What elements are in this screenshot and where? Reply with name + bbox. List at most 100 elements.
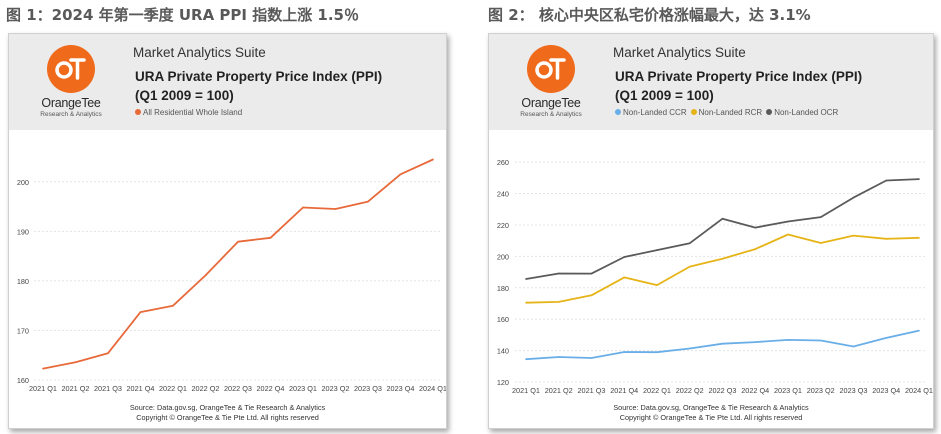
data-point[interactable] — [787, 220, 789, 223]
legend-label: Non-Landed OCR — [774, 108, 839, 117]
data-point[interactable] — [432, 158, 434, 161]
series-line[interactable] — [525, 233, 920, 304]
y-tick-label: 140 — [497, 347, 509, 356]
x-tick-label: 2024 Q1 — [905, 386, 933, 395]
data-point[interactable] — [139, 311, 142, 313]
data-point[interactable] — [754, 341, 757, 343]
x-tick-label: 2023 Q1 — [774, 386, 802, 395]
data-point[interactable] — [525, 358, 527, 361]
suite-label: Market Analytics Suite — [613, 45, 746, 60]
data-point[interactable] — [819, 242, 822, 244]
data-point[interactable] — [525, 278, 527, 280]
legend-item[interactable]: Non-Landed RCR — [690, 108, 763, 117]
x-tick-label: 2023 Q4 — [872, 386, 900, 395]
data-point[interactable] — [590, 294, 593, 297]
source-note: Source: Data.gov.sg, OrangeTee & Tie Res… — [613, 403, 809, 412]
legend-item[interactable]: All Residential Whole Island — [135, 108, 242, 117]
x-tick-label: 2023 Q1 — [289, 384, 317, 393]
data-point[interactable] — [885, 237, 888, 240]
legend-label: Non-Landed CCR — [623, 108, 687, 117]
orangetee-logo-icon — [47, 45, 95, 93]
data-point[interactable] — [656, 351, 658, 353]
data-point[interactable] — [557, 301, 560, 303]
data-point[interactable] — [172, 304, 174, 307]
chart-panel-non-landed: OrangeTee Research & Analytics Market An… — [488, 33, 934, 429]
data-point[interactable] — [367, 200, 369, 203]
data-point[interactable] — [269, 236, 272, 239]
data-point[interactable] — [656, 249, 658, 251]
data-point[interactable] — [852, 345, 855, 348]
data-point[interactable] — [688, 242, 691, 244]
y-tick-label: 240 — [497, 190, 509, 199]
copyright-note: Copyright © OrangeTee & Tie Pte Ltd. All… — [136, 413, 319, 422]
data-point[interactable] — [819, 339, 822, 342]
gridlines — [515, 161, 927, 383]
data-point[interactable] — [525, 301, 527, 304]
data-point[interactable] — [590, 357, 593, 359]
data-point[interactable] — [334, 208, 337, 210]
data-point[interactable] — [852, 234, 855, 237]
data-point[interactable] — [918, 329, 920, 332]
x-tick-label: 2022 Q2 — [192, 384, 220, 393]
chart-title-line2: (Q1 2009 = 100) — [135, 88, 234, 103]
data-point[interactable] — [918, 178, 920, 180]
chart-title-line1: URA Private Property Price Index (PPI) — [615, 69, 863, 84]
data-point[interactable] — [656, 284, 658, 286]
data-point[interactable] — [787, 233, 789, 236]
x-tick-label: 2021 Q3 — [578, 386, 606, 395]
legend-item[interactable]: Non-Landed OCR — [766, 108, 838, 117]
data-point[interactable] — [557, 356, 560, 358]
legend-item[interactable]: Non-Landed CCR — [615, 108, 687, 117]
data-point[interactable] — [688, 265, 691, 268]
x-tick-label: 2021 Q1 — [29, 384, 57, 393]
series-line[interactable] — [42, 158, 434, 370]
copyright-note: Copyright © OrangeTee & Tie Pte Ltd. All… — [619, 413, 803, 422]
data-point[interactable] — [42, 367, 44, 370]
data-point[interactable] — [721, 257, 724, 260]
chart-title: URA Private Property Price Index (PPI) (… — [135, 67, 382, 105]
x-tick-label: 2021 Q1 — [512, 386, 540, 395]
x-tick-label: 2021 Q2 — [62, 384, 90, 393]
data-point[interactable] — [885, 337, 888, 339]
data-point[interactable] — [623, 351, 626, 353]
data-point[interactable] — [754, 226, 757, 229]
data-point[interactable] — [688, 347, 691, 350]
data-point[interactable] — [819, 216, 822, 218]
data-point[interactable] — [623, 276, 626, 279]
data-point[interactable] — [885, 179, 888, 182]
line-chart-non-landed: 120 140 160 180 200 220 240 260 2021 Q1 2021 Q2 20… — [497, 158, 933, 395]
data-point[interactable] — [721, 342, 724, 345]
x-tick-label: 2022 Q1 — [159, 384, 187, 393]
data-point[interactable] — [754, 248, 757, 250]
logo-wordmark: OrangeTee — [521, 96, 581, 110]
data-point[interactable] — [74, 361, 77, 363]
series-line[interactable] — [525, 329, 920, 361]
y-tick-label: 160 — [17, 376, 29, 385]
line-chart-ppi: 160 170 180 190 200 2021 Q1 2021 Q2 2021 Q3 2021… — [17, 158, 446, 393]
data-point[interactable] — [237, 240, 239, 243]
logo-subtitle: Research & Analytics — [40, 111, 102, 118]
x-tick-label: 2021 Q2 — [545, 386, 573, 395]
x-tick-label: 2021 Q3 — [94, 384, 122, 393]
data-point[interactable] — [852, 196, 855, 199]
data-point[interactable] — [204, 274, 207, 277]
data-point[interactable] — [302, 206, 304, 209]
data-point[interactable] — [590, 272, 593, 275]
series-group — [42, 158, 434, 370]
source-note: Source: Data.gov.sg, OrangeTee & Tie Res… — [129, 403, 326, 412]
data-point[interactable] — [623, 256, 626, 258]
data-point[interactable] — [557, 272, 560, 275]
panel-header: OrangeTee Research & Analytics Market An… — [489, 34, 933, 130]
panel-header: OrangeTee Research & Analytics Market An… — [9, 34, 446, 130]
series-line[interactable] — [525, 178, 920, 280]
x-tick-label: 2021 Q4 — [127, 384, 155, 393]
y-tick-label: 180 — [17, 277, 29, 286]
legend-label: Non-Landed RCR — [698, 108, 763, 117]
data-point[interactable] — [399, 173, 402, 176]
data-point[interactable] — [918, 237, 920, 239]
data-point[interactable] — [721, 217, 724, 220]
chart-legend: Non-Landed CCR Non-Landed RCR Non-Landed O… — [615, 108, 842, 117]
data-point[interactable] — [787, 339, 789, 341]
x-tick-label: 2022 Q3 — [709, 386, 737, 395]
data-point[interactable] — [107, 352, 109, 355]
